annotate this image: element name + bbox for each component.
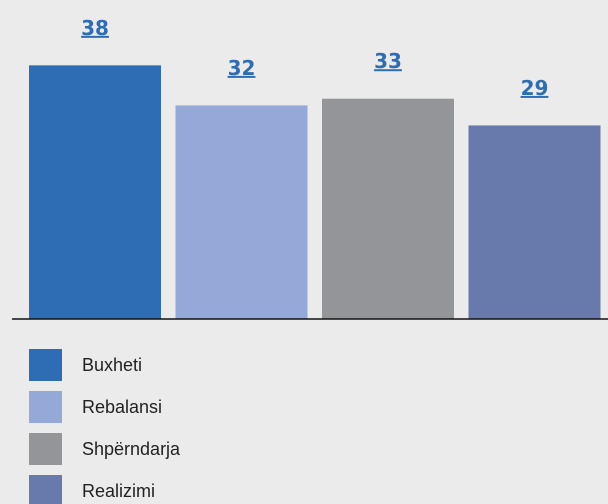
bar [175, 105, 308, 320]
bar [322, 98, 454, 319]
legend-label: Buxheti [82, 355, 142, 375]
legend-label: Rebalansi [82, 397, 162, 417]
legend-label: Shpërndarja [82, 439, 181, 459]
data-label: 38 [81, 16, 109, 40]
legend-label: Realizimi [82, 481, 155, 501]
bar [468, 125, 601, 319]
legend-swatch [29, 433, 62, 465]
legend-swatch [29, 349, 62, 381]
data-label: 32 [228, 56, 256, 80]
legend-swatch [29, 475, 62, 504]
data-label: 33 [374, 49, 402, 73]
legend-swatch [29, 391, 62, 423]
data-label: 29 [521, 76, 549, 100]
bar [29, 65, 161, 319]
